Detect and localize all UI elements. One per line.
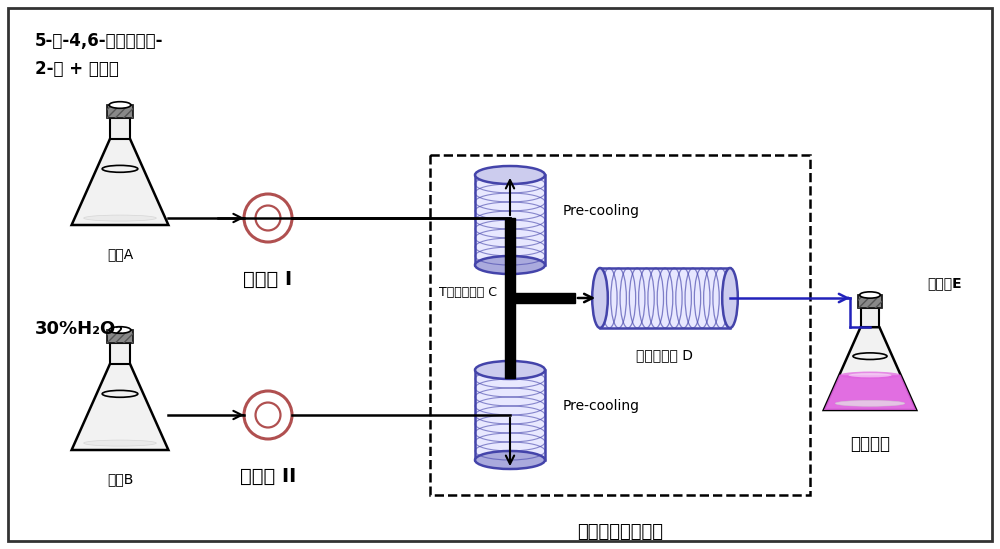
Ellipse shape	[592, 268, 608, 328]
Ellipse shape	[475, 166, 545, 184]
Text: T型微混合器 C: T型微混合器 C	[439, 287, 497, 300]
Bar	[110, 343, 130, 363]
Ellipse shape	[109, 327, 131, 333]
Ellipse shape	[475, 451, 545, 469]
Ellipse shape	[722, 268, 738, 328]
Text: Pre-cooling: Pre-cooling	[563, 399, 640, 413]
Ellipse shape	[84, 440, 156, 446]
Ellipse shape	[839, 372, 901, 379]
Polygon shape	[72, 138, 168, 225]
Polygon shape	[824, 327, 916, 410]
Text: 容器B: 容器B	[107, 472, 133, 486]
Bar	[858, 295, 882, 307]
Circle shape	[244, 391, 292, 439]
Text: 容器A: 容器A	[107, 247, 133, 261]
Bar	[510, 293, 575, 303]
Ellipse shape	[475, 361, 545, 379]
Ellipse shape	[84, 215, 156, 221]
Bar	[107, 105, 133, 118]
Ellipse shape	[848, 373, 892, 377]
Ellipse shape	[475, 256, 545, 274]
Text: Pre-cooling: Pre-cooling	[563, 204, 640, 218]
Bar	[475, 370, 545, 460]
Bar	[858, 295, 882, 307]
Polygon shape	[824, 375, 916, 410]
Bar	[861, 307, 879, 327]
Circle shape	[244, 194, 292, 242]
Bar	[107, 105, 133, 118]
Text: 30%H₂O₂: 30%H₂O₂	[35, 320, 124, 338]
Text: 接收瓶E: 接收瓶E	[928, 276, 962, 290]
Text: 5-溴-4,6-二甲基吡啶-: 5-溴-4,6-二甲基吡啶-	[35, 32, 164, 50]
Bar	[107, 330, 133, 343]
Bar	[107, 330, 133, 343]
Text: 2-胺 + 浓盐酸: 2-胺 + 浓盐酸	[35, 60, 119, 78]
Text: 恒温水浴: 恒温水浴	[850, 435, 890, 453]
Text: 管式反应器 D: 管式反应器 D	[637, 348, 694, 362]
Ellipse shape	[109, 102, 131, 108]
Bar	[505, 218, 515, 378]
Text: 蠕动泵 I: 蠕动泵 I	[243, 270, 293, 289]
Text: 蠕动泵 II: 蠕动泵 II	[240, 467, 296, 486]
Bar	[110, 118, 130, 138]
Ellipse shape	[860, 292, 880, 298]
Bar	[475, 175, 545, 265]
Text: 高低温恒温水浴槽: 高低温恒温水浴槽	[577, 523, 663, 541]
Polygon shape	[72, 363, 168, 450]
Bar	[600, 268, 730, 328]
Ellipse shape	[835, 400, 905, 406]
Bar	[430, 155, 810, 495]
